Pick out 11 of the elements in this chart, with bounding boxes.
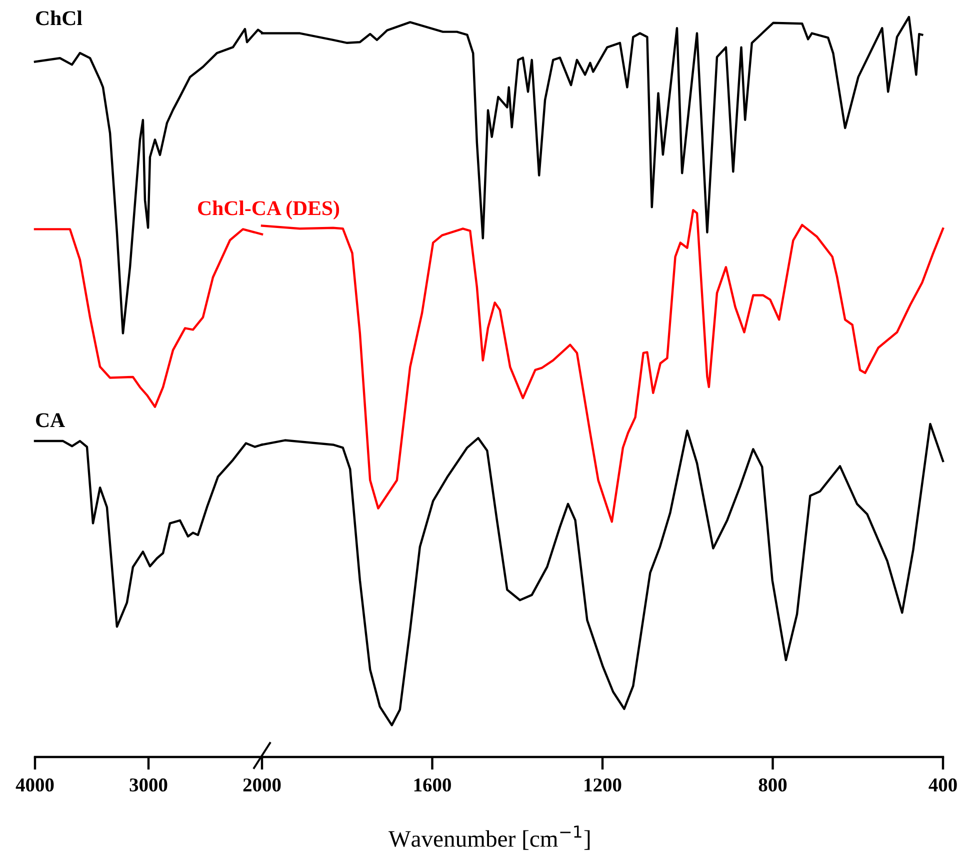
- x-tick-label: 2000: [243, 778, 281, 792]
- x-tick-label: 1600: [414, 778, 451, 792]
- series-label: CA: [36, 413, 65, 428]
- series-label: ChCl-CA (DES): [198, 200, 340, 220]
- x-tick-label: 800: [758, 778, 787, 792]
- x-tick-label: 4000: [16, 778, 54, 792]
- x-tick-label: 3000: [130, 778, 168, 792]
- x-axis-title: Wavenumber [cm$^{−1}$]: [388, 826, 590, 850]
- x-tick-label: 400: [928, 778, 957, 792]
- series-label: ChCl: [36, 10, 82, 26]
- x-tick-label: 1200: [584, 778, 622, 792]
